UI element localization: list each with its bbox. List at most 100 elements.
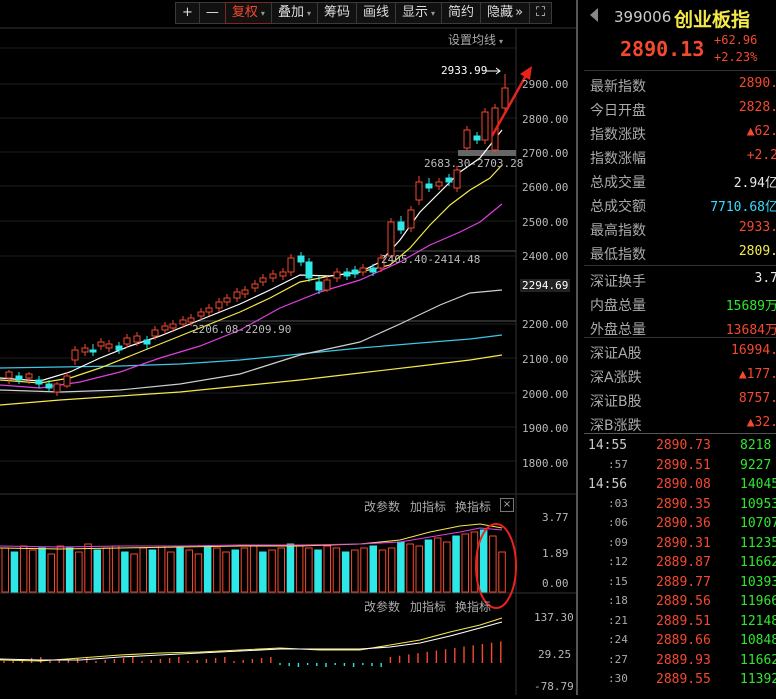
stat-value: +2.2: [746, 148, 776, 163]
vol-close-icon[interactable]: ×: [500, 498, 514, 512]
kline-chart-area[interactable]: 2900.00 2800.00 2700.00 2600.00 2500.00 2400.…: [0, 0, 576, 695]
stat-value: ▲32.: [746, 415, 776, 430]
volume-bar: [222, 551, 230, 593]
macd-bars: [3, 641, 502, 667]
vol-axis-label: 3.77: [542, 511, 569, 524]
candle-body: [205, 307, 213, 313]
stat-value: 2809.: [738, 244, 776, 259]
stat-row: 最新指数 2890.: [590, 73, 776, 97]
tick-volume: 10393: [740, 574, 776, 590]
candle-body: [151, 329, 159, 337]
stat-value: 8757.: [738, 391, 776, 406]
candle-body: [463, 129, 471, 149]
tick-price: 2890.73: [656, 438, 711, 453]
candle-body: [81, 347, 89, 353]
volume-bar: [268, 549, 276, 593]
volume-bar: [19, 545, 28, 593]
volume-bar: [277, 547, 285, 593]
tick-price: 2890.35: [656, 496, 711, 512]
zoom-in-button[interactable]: +: [175, 2, 200, 24]
macd-change-param-button[interactable]: 改参数: [364, 600, 401, 614]
candle-body: [333, 271, 341, 279]
volume-bar: [93, 549, 101, 593]
volume-bar: [194, 553, 203, 593]
chip-button[interactable]: 筹码: [316, 2, 357, 24]
overlay-dropdown[interactable]: 叠加 ▾: [270, 2, 318, 24]
draw-line-button[interactable]: 画线: [355, 2, 396, 24]
stat-value: 2828.: [738, 100, 776, 115]
candle-body: [161, 325, 169, 331]
stat-row: 深证A股 16994.: [590, 340, 776, 364]
tick-price: 2890.31: [656, 535, 711, 551]
price-axis-label: 2294.69: [520, 279, 571, 292]
stat-value: 13684万: [725, 323, 776, 338]
macd-add-indicator-button[interactable]: 加指标: [410, 600, 447, 614]
macd-switch-indicator-button[interactable]: 换指标: [455, 600, 492, 614]
vol-add-indicator-button[interactable]: 加指标: [410, 500, 447, 514]
stat-value: 2933.: [738, 220, 776, 235]
candle-body: [297, 255, 305, 263]
volume-bar: [185, 549, 193, 593]
stat-label: 内盘总量: [590, 298, 646, 314]
vol-axis-label: 0.00: [542, 577, 569, 590]
volume-bar: [84, 543, 92, 593]
volume-bar: [259, 551, 267, 593]
stat-row: 今日开盘 2828.: [590, 97, 776, 121]
tick-volume: 8218: [740, 438, 772, 453]
stat-row: 指数涨幅 +2.2: [590, 145, 776, 169]
volume-bar: [139, 547, 147, 593]
chart-canvas[interactable]: [0, 0, 576, 695]
candle-body: [89, 349, 97, 353]
stat-row: 总成交额 7710.68亿: [590, 193, 776, 217]
tick-price: 2889.87: [656, 555, 711, 570]
price-axis-label: 2500.00: [522, 216, 569, 229]
range-label: 2683.30-2703.28: [424, 157, 524, 170]
tick-row: :21 2889.51 12148: [578, 612, 776, 631]
fullscreen-icon[interactable]: ⛶: [529, 2, 553, 24]
hide-button[interactable]: 隐藏»: [480, 2, 531, 24]
volume-bar: [65, 547, 74, 593]
stat-label: 深证A股: [590, 346, 642, 362]
vol-switch-indicator-button[interactable]: 换指标: [455, 500, 492, 514]
stat-row: 深A涨跌 ▲177.: [590, 364, 776, 388]
volume-bar: [314, 549, 322, 593]
stat-label: 最高指数: [590, 223, 646, 239]
back-arrow-icon[interactable]: [590, 8, 598, 22]
fuquan-dropdown[interactable]: 复权 ▾: [224, 2, 272, 24]
volume-bar: [157, 545, 166, 593]
volume-bar: [387, 547, 396, 593]
tick-row: :27 2889.93 11662: [578, 651, 776, 670]
stat-row: 总成交量 2.94亿: [590, 169, 776, 193]
candle-body: [397, 221, 405, 231]
stat-label: 指数涨幅: [590, 151, 646, 167]
candle-body: [53, 383, 61, 393]
vol-change-param-button[interactable]: 改参数: [364, 500, 401, 514]
display-dropdown[interactable]: 显示 ▾: [395, 2, 443, 24]
tick-price: 2889.66: [656, 633, 711, 648]
tick-volume: 10707: [740, 516, 776, 531]
candle-body: [259, 277, 267, 283]
chart-toolbar: + — 复权 ▾ 叠加 ▾ 筹码 画线 显示 ▾ 简约 隐藏» ⛶: [175, 2, 553, 24]
zoom-out-button[interactable]: —: [198, 2, 226, 24]
volume-bar: [47, 553, 55, 593]
stat-label: 最新指数: [590, 79, 646, 95]
ma-magenta-line: [0, 203, 503, 389]
tick-time: :24: [608, 633, 628, 646]
ma-setting-button[interactable]: 设置均线 ▾: [448, 33, 504, 47]
tick-time: :03: [608, 496, 628, 510]
candle-body: [97, 341, 105, 347]
simple-mode-button[interactable]: 简约: [441, 2, 482, 24]
volume-bar: [176, 547, 184, 593]
tick-time: :06: [608, 516, 628, 529]
tick-row: :24 2889.66 10848: [578, 631, 776, 650]
tick-price: 2889.56: [656, 594, 711, 609]
tick-row: :15 2889.77 10393: [578, 573, 776, 592]
candle-body: [305, 261, 313, 279]
candle-body: [71, 349, 79, 361]
price-axis-label: 2800.00: [522, 113, 569, 126]
tick-volume: 9227: [740, 457, 772, 473]
price-axis-label: 1800.00: [522, 457, 569, 470]
candle-body: [351, 269, 359, 275]
annotation-box: [458, 150, 516, 156]
candle-body: [5, 371, 13, 379]
